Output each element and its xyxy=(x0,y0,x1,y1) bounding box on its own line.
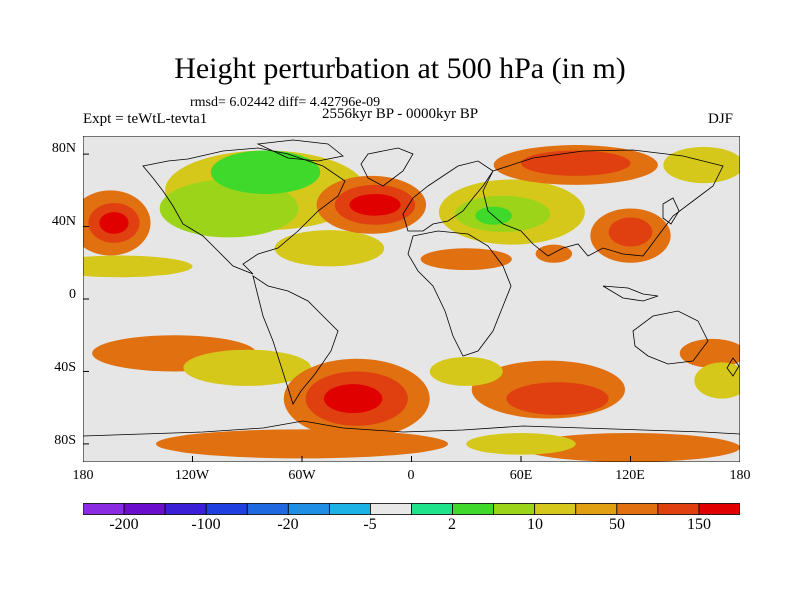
lon-label-0: 0 xyxy=(407,468,415,483)
colorbar-swatch-10 xyxy=(493,503,536,515)
coastline-north-america xyxy=(142,147,346,275)
lat-label-80s: 80S xyxy=(54,433,76,448)
coastline-greenland xyxy=(360,147,414,187)
field-blob-31 xyxy=(156,429,448,459)
lat-label-40n: 40N xyxy=(51,214,76,229)
field-blob-22 xyxy=(183,349,312,386)
coastline-new-zealand xyxy=(726,357,740,377)
colorbar-swatch-1 xyxy=(123,503,166,515)
season-label: DJF xyxy=(708,111,734,127)
colorbar-label-minus-200: -200 xyxy=(109,516,139,533)
coastline-antarctica xyxy=(83,420,740,437)
colorbar-swatch-5 xyxy=(287,503,330,515)
field-blob-6 xyxy=(210,150,321,194)
coastline-south-america xyxy=(252,275,339,405)
colorbar-swatch-11 xyxy=(534,503,577,515)
coastline-asia xyxy=(482,149,724,257)
coastlines xyxy=(83,139,740,437)
plot-title: Height perturbation at 500 hPa (in m) xyxy=(174,52,626,85)
lon-label-180e: 180 xyxy=(729,468,751,483)
colorbar-swatch-0 xyxy=(83,503,125,515)
colorbar xyxy=(83,503,740,515)
lon-label-60e: 60E xyxy=(509,468,533,483)
colorbar-label-minus-100: -100 xyxy=(191,516,221,533)
experiment-label: Expt = teWtL-tevta1 xyxy=(83,111,208,127)
colorbar-swatch-12 xyxy=(575,503,618,515)
coastline-japan xyxy=(662,197,680,225)
colorbar-swatch-6 xyxy=(328,503,371,515)
contour-map xyxy=(83,136,740,462)
coastline-australia xyxy=(632,310,709,365)
field-blob-28 xyxy=(429,356,503,386)
field-blob-33 xyxy=(466,433,576,455)
field-blob-32 xyxy=(521,433,740,462)
colorbar-swatch-14 xyxy=(657,503,700,515)
field-blob-19 xyxy=(420,248,512,271)
colorbar-label-minus-20: -20 xyxy=(277,516,299,533)
colorbar-label-50: 50 xyxy=(609,516,625,533)
colorbar-label-150: 150 xyxy=(687,516,711,533)
colorbar-label-10: 10 xyxy=(527,516,543,533)
colorbar-swatch-13 xyxy=(616,503,659,515)
lat-label-40s: 40S xyxy=(54,360,76,375)
field-blob-2 xyxy=(99,212,129,234)
coastline-indonesia xyxy=(602,285,659,302)
field-blob-10 xyxy=(349,193,401,216)
field-blob-27 xyxy=(506,382,609,415)
field-blob-18 xyxy=(608,217,653,247)
colorbar-label-2: 2 xyxy=(448,516,456,533)
field-contours xyxy=(83,145,740,462)
coastline-africa xyxy=(407,230,512,357)
lat-label-80n: 80N xyxy=(51,141,76,156)
field-blob-30 xyxy=(694,362,740,399)
lon-label-180w: 180 xyxy=(72,468,94,483)
colorbar-swatch-3 xyxy=(205,503,248,515)
field-blob-16 xyxy=(663,146,740,184)
colorbar-swatch-4 xyxy=(246,503,289,515)
period-label: 2556kyr BP - 0000kyr BP xyxy=(322,106,479,122)
field-blob-5 xyxy=(159,179,299,238)
field-blob-25 xyxy=(323,384,383,414)
field-blob-20 xyxy=(535,244,573,263)
colorbar-swatch-8 xyxy=(411,503,453,515)
lon-label-120w: 120W xyxy=(174,468,210,483)
colorbar-swatch-9 xyxy=(452,503,495,515)
colorbar-swatch-2 xyxy=(164,503,207,515)
stats-text: rmsd= 6.02442 diff= 4.42796e-09 xyxy=(190,95,381,110)
colorbar-label-minus-5: -5 xyxy=(363,516,377,533)
lon-label-60w: 60W xyxy=(288,468,316,483)
axis-ticks xyxy=(83,153,740,462)
field-blob-15 xyxy=(521,150,631,176)
lon-label-120e: 120E xyxy=(615,468,645,483)
field-blob-7 xyxy=(274,230,385,267)
field-blob-3 xyxy=(83,255,193,278)
colorbar-swatch-7 xyxy=(370,503,412,515)
colorbar-swatch-15 xyxy=(698,503,740,515)
field-blob-29 xyxy=(679,338,740,368)
coastline-arctic-islands xyxy=(256,139,344,162)
lat-label-eq: 0 xyxy=(69,287,76,302)
